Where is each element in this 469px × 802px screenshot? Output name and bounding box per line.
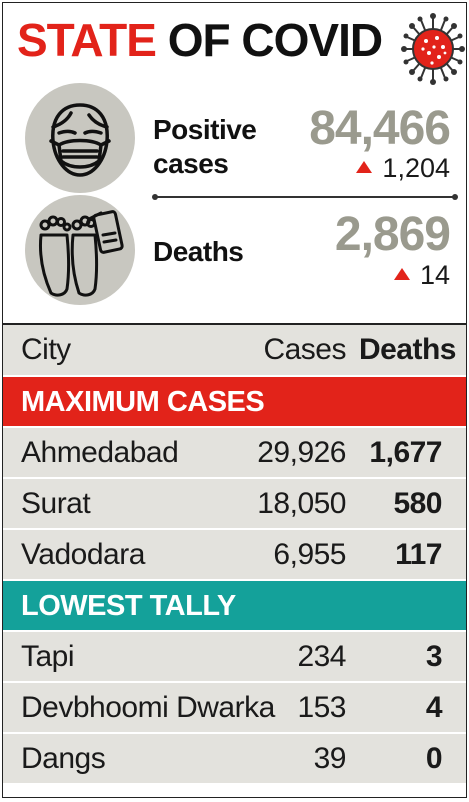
row-deaths: 3	[425, 640, 443, 673]
virus-icon	[401, 13, 465, 85]
header-cases: Cases	[263, 333, 346, 366]
toe-tag-feet-icon	[39, 210, 124, 297]
deaths-value: 2,869	[334, 208, 451, 261]
row-cases: 39	[313, 742, 347, 775]
table-row: Dangs 39 0	[3, 734, 466, 785]
table-row: Devbhoomi Dwarka 153 4	[3, 683, 466, 734]
table-row: Surat 18,050 580	[3, 479, 466, 530]
row-deaths: 117	[395, 538, 442, 571]
table-row: Vadodara 6,955 117	[3, 530, 466, 581]
positive-cases-label: Positive cases	[153, 113, 283, 180]
positive-label-line2: cases	[153, 147, 229, 179]
table-row: Ahmedabad 29,926 1,677	[3, 428, 466, 479]
row-deaths: 0	[425, 742, 443, 775]
section-maximum-cases: MAXIMUM CASES	[3, 377, 466, 428]
district-table: City Cases Deaths MAXIMUM CASES Ahmedaba…	[3, 325, 466, 785]
table-row: Tapi 234 3	[3, 632, 466, 683]
positive-cases-value: 84,466	[309, 102, 451, 155]
title-state: STATE	[17, 14, 157, 66]
row-deaths: 580	[393, 487, 442, 520]
face-mask-icon	[49, 103, 111, 177]
page-title: STATE OF COVID	[17, 14, 383, 66]
row-cases: 6,955	[273, 538, 346, 571]
mask-icon-circle	[25, 83, 135, 193]
table-header: City Cases Deaths	[3, 325, 466, 377]
row-cases: 18,050	[257, 487, 346, 520]
row-city: Surat	[21, 487, 91, 520]
header-deaths: Deaths	[358, 333, 457, 366]
feet-icon-circle	[25, 195, 135, 305]
up-triangle-icon	[393, 268, 410, 280]
row-city: Tapi	[21, 640, 75, 673]
summary-panel: STATE OF COVID	[3, 3, 466, 325]
row-city: Dangs	[21, 742, 106, 775]
row-cases: 153	[297, 691, 346, 724]
section-lowest-tally: LOWEST TALLY	[3, 581, 466, 632]
up-triangle-icon	[356, 161, 373, 173]
summary-divider	[152, 194, 458, 200]
row-deaths: 1,677	[369, 436, 442, 469]
row-city: Ahmedabad	[21, 436, 179, 469]
deaths-change: 14	[393, 260, 450, 290]
title-of-covid: OF COVID	[167, 14, 383, 66]
row-cases: 234	[297, 640, 346, 673]
row-city: Vadodara	[21, 538, 145, 571]
row-city: Devbhoomi Dwarka	[21, 691, 275, 724]
row-cases: 29,926	[257, 436, 346, 469]
deaths-label: Deaths	[153, 236, 244, 267]
positive-label-line1: Positive	[153, 114, 257, 145]
row-deaths: 4	[425, 691, 443, 724]
positive-change-value: 1,204	[382, 153, 450, 183]
deaths-change-value: 14	[419, 260, 450, 290]
header-city: City	[21, 333, 71, 366]
positive-cases-change: 1,204	[356, 155, 450, 182]
